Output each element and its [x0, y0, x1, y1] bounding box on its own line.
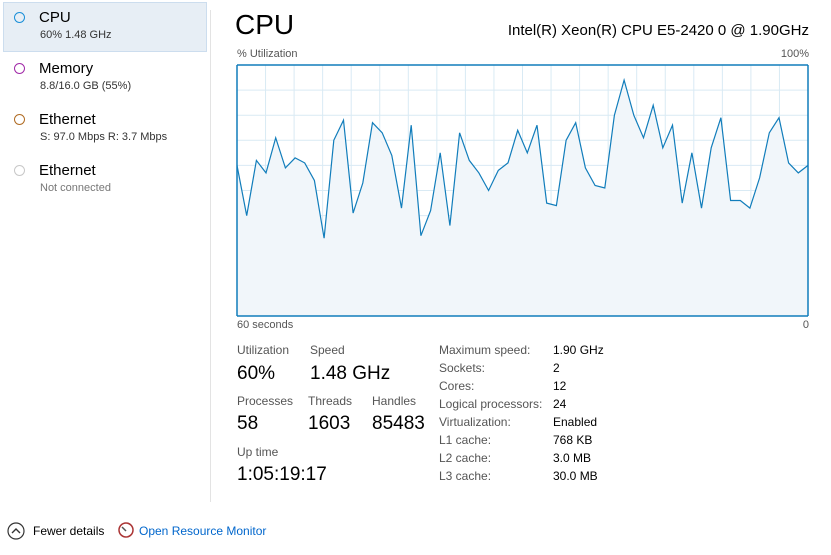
memory-icon [14, 63, 25, 74]
spec-label: L1 cache: [439, 433, 492, 447]
fewer-details[interactable]: Fewer details [33, 524, 105, 538]
x-tick-label: 60 seconds [237, 319, 294, 331]
monitor-icon [118, 522, 134, 538]
spec-value: 24 [553, 397, 567, 411]
tab-name[interactable]: Memory [39, 60, 94, 77]
resource-monitor-link[interactable]: Open Resource Monitor [139, 524, 267, 538]
tab-detail: 60% 1.48 GHz [40, 29, 112, 41]
spec-label: L2 cache: [439, 451, 492, 465]
spec-value: 12 [553, 379, 567, 393]
stat-label: Threads [308, 394, 353, 408]
stat-label: Up time [237, 445, 279, 459]
divider [210, 10, 211, 502]
tab-name[interactable]: Ethernet [39, 162, 96, 179]
spec-value: Enabled [553, 415, 598, 429]
tab-detail: Not connected [40, 182, 111, 194]
processor: Intel(R) Xeon(R) CPU E5-2420 0 @ 1.90GHz [507, 22, 809, 39]
stat-label: Utilization [237, 343, 290, 357]
stat-value: 1:05:19:17 [237, 464, 327, 485]
spec-value: 30.0 MB [553, 469, 598, 483]
stat-value: 1.48 GHz [310, 363, 391, 384]
stat-label: Handles [372, 394, 417, 408]
spec-label: L3 cache: [439, 469, 492, 483]
utilization-line [236, 77, 809, 239]
collapse-icon[interactable] [6, 521, 26, 541]
cpu-graph [236, 64, 809, 317]
spec-label: Logical processors: [439, 397, 543, 411]
y-axis-label: % Utilization [237, 48, 298, 60]
spec-label: Sockets: [439, 361, 486, 375]
stat-value: 60% [237, 363, 276, 384]
title: CPU [235, 9, 295, 40]
stat-label: Speed [310, 343, 345, 357]
ethernet-icon [14, 165, 25, 176]
spec-label: Virtualization: [439, 415, 511, 429]
tab-detail: 8.8/16.0 GB (55%) [40, 80, 132, 92]
ethernet-icon [14, 114, 25, 125]
tab-name[interactable]: Ethernet [39, 111, 96, 128]
stat-value: 85483 [372, 413, 425, 434]
y-tick-label: 100% [780, 48, 809, 60]
stat-value: 1603 [308, 413, 351, 434]
spec-value: 2 [553, 361, 560, 375]
spec-value: 1.90 GHz [553, 343, 604, 357]
tab-name[interactable]: CPU [39, 9, 71, 26]
stat-value: 58 [237, 413, 259, 434]
spec-value: 768 KB [553, 433, 593, 447]
selected-tab[interactable] [3, 2, 207, 52]
utilization-area [237, 80, 808, 316]
stat-label: Processes [237, 394, 294, 408]
tab-detail: S: 97.0 Mbps R: 3.7 Mbps [40, 131, 168, 143]
cpu-icon [14, 12, 25, 23]
spec-label: Cores: [439, 379, 475, 393]
spec-value: 3.0 MB [553, 451, 592, 465]
x-tick-label: 0 [802, 319, 809, 331]
spec-label: Maximum speed: [439, 343, 531, 357]
